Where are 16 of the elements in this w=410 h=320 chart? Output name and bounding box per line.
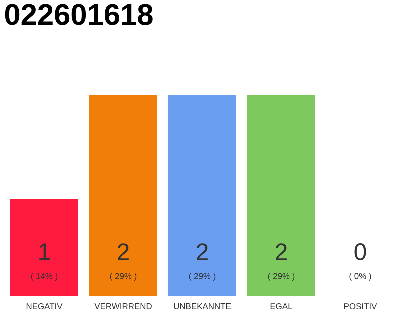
x-tick-label: NEGATIV	[26, 304, 63, 310]
x-tick-label: VERWIRREND	[94, 304, 152, 310]
x-tick-label: POSITIV	[344, 304, 378, 310]
data-label: ( 29% )	[268, 273, 295, 281]
x-tick-label: UNBEKANNTE	[174, 304, 232, 310]
x-tick-label: EGAL	[270, 304, 293, 310]
annotation: 0	[354, 244, 366, 260]
data-label: ( 14% )	[31, 273, 58, 281]
annotation: 2	[118, 244, 129, 260]
data-label: ( 0% )	[350, 273, 372, 281]
annotation: 2	[276, 244, 287, 260]
annotation: 1	[40, 244, 50, 260]
data-label: ( 29% )	[189, 273, 216, 281]
data-label: ( 29% )	[110, 273, 137, 281]
chart-title: 022601618	[5, 4, 153, 26]
annotation: 2	[197, 244, 208, 260]
